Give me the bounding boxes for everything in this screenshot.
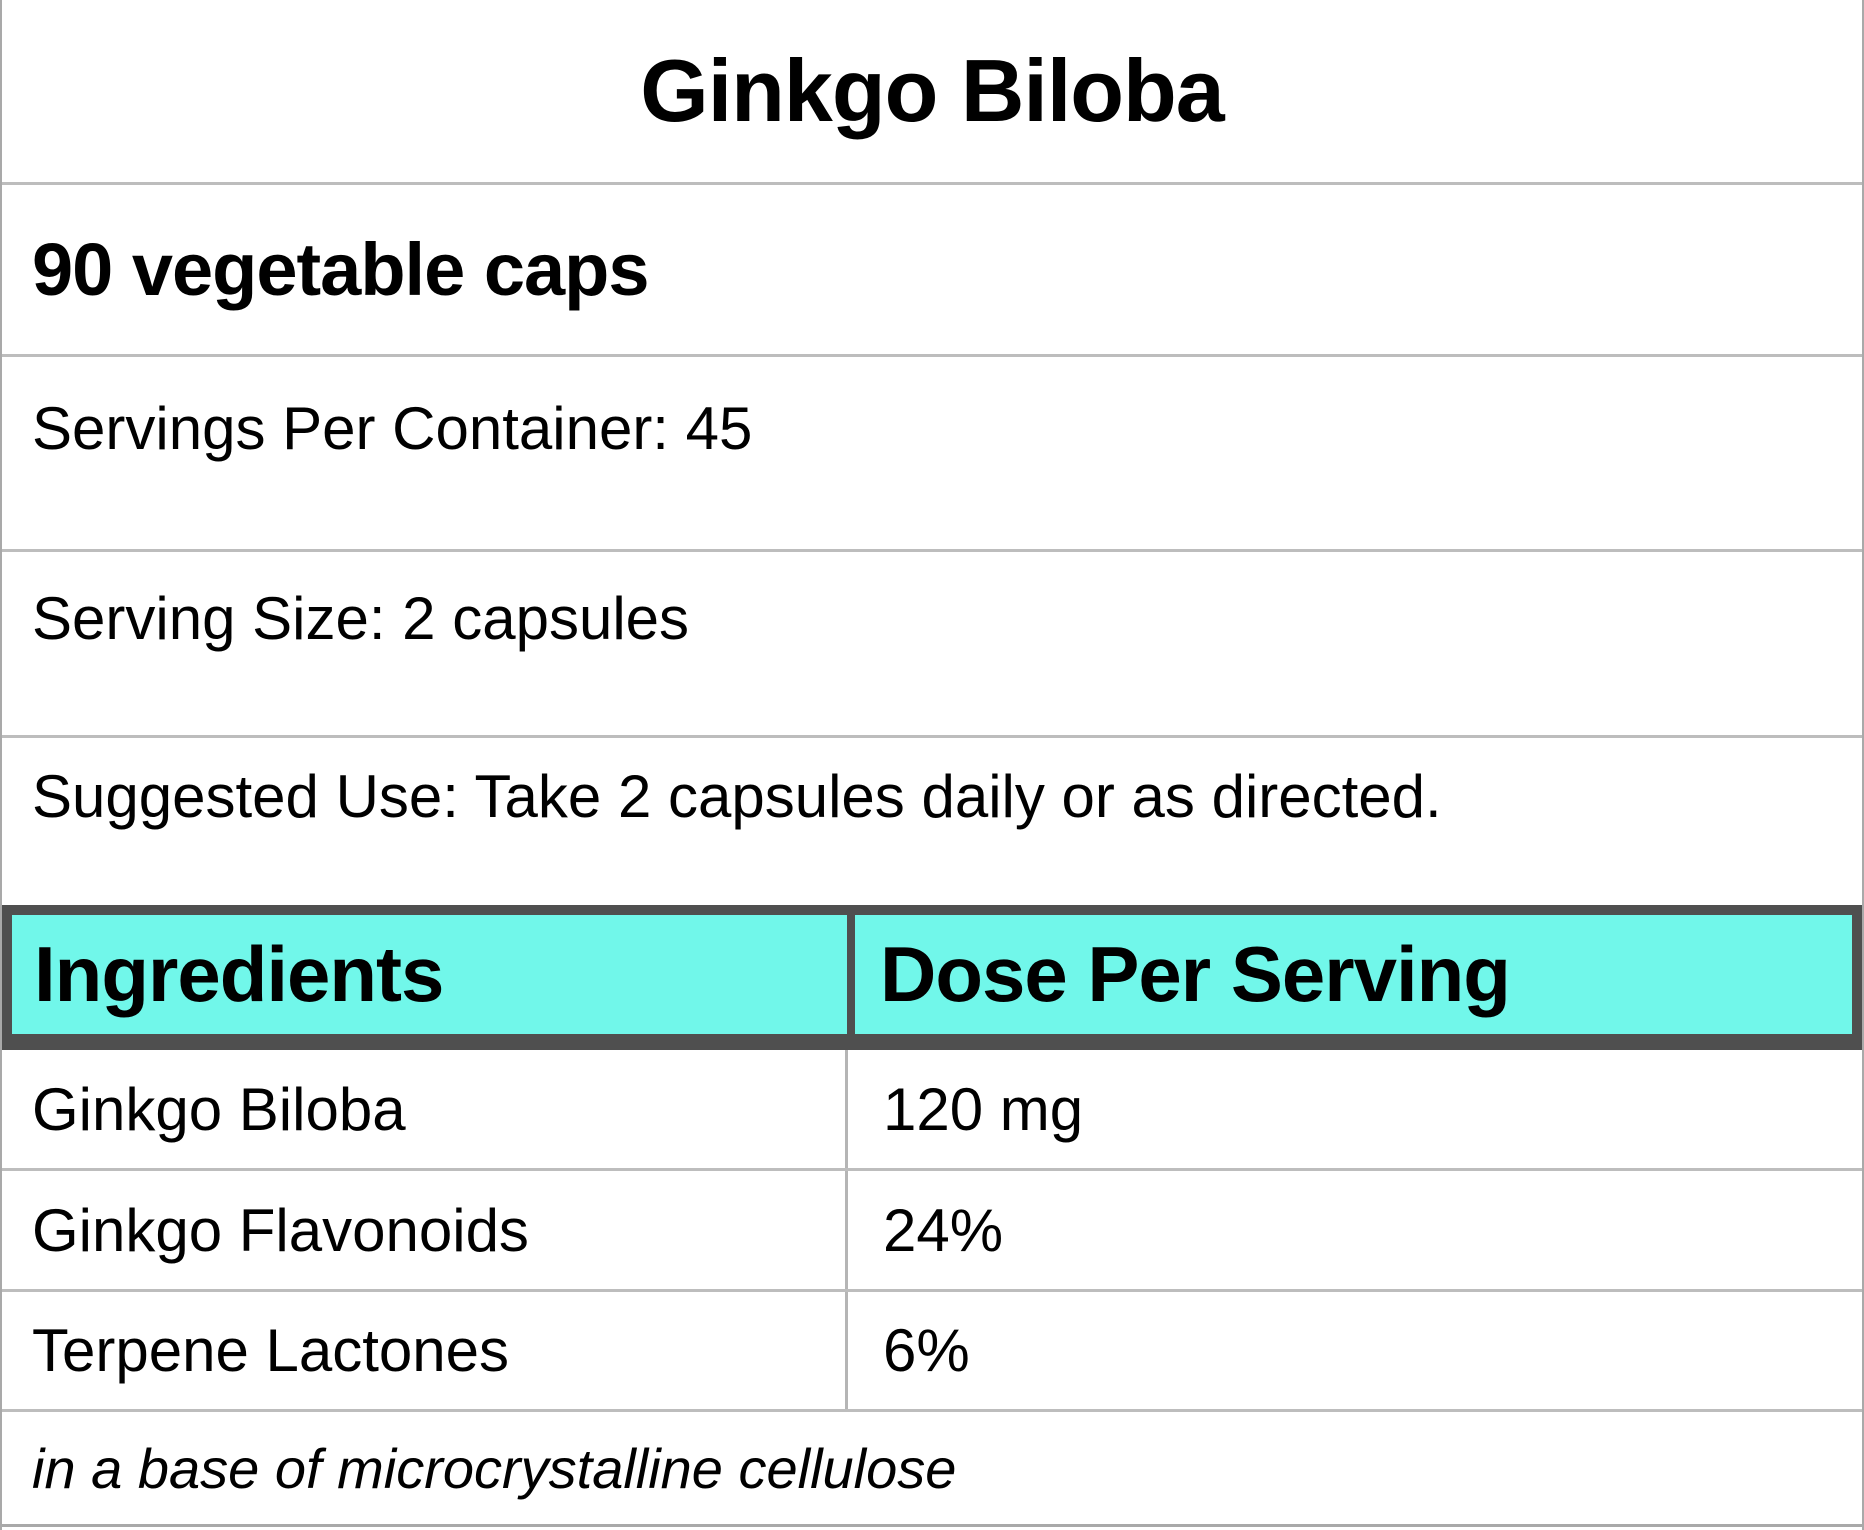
ingredient-name: Terpene Lactones (32, 1317, 510, 1384)
base-note-text: in a base of microcrystalline cellulose (32, 1436, 957, 1500)
ingredient-dose: 120 mg (883, 1075, 1084, 1143)
serving-size-text: Serving Size: 2 capsules (32, 585, 690, 652)
product-title: Ginkgo Biloba (640, 40, 1224, 140)
capsule-count: 90 vegetable caps (32, 227, 649, 311)
serving-size-row: Serving Size: 2 capsules (2, 552, 1862, 738)
ingredient-dose-cell: 6% (848, 1292, 1862, 1409)
ingredient-dose-cell: 120 mg (848, 1050, 1862, 1168)
ingredient-name-cell: Ginkgo Biloba (2, 1050, 848, 1168)
ingredient-dose: 24% (883, 1196, 1004, 1264)
quantity-row: 90 vegetable caps (2, 185, 1862, 357)
ingredient-name: Ginkgo Biloba (32, 1075, 406, 1143)
table-row: Terpene Lactones 6% (2, 1292, 1862, 1412)
ingredient-dose: 6% (883, 1317, 970, 1384)
base-note-row: in a base of microcrystalline cellulose (2, 1412, 1862, 1527)
table-row: Ginkgo Flavonoids 24% (2, 1171, 1862, 1292)
ingredient-dose-cell: 24% (848, 1171, 1862, 1289)
suggested-use-text: Suggested Use: Take 2 capsules daily or … (32, 763, 1442, 830)
servings-per-container-row: Servings Per Container: 45 (2, 357, 1862, 552)
suggested-use-row: Suggested Use: Take 2 capsules daily or … (2, 738, 1862, 905)
ingredients-header-label: Ingredients (34, 930, 444, 1018)
ingredient-name-cell: Ginkgo Flavonoids (2, 1171, 848, 1289)
dose-per-serving-header-cell: Dose Per Serving (855, 915, 1852, 1034)
servings-per-container-text: Servings Per Container: 45 (32, 394, 753, 462)
title-row: Ginkgo Biloba (2, 0, 1862, 185)
ingredients-table-header: Ingredients Dose Per Serving (2, 905, 1862, 1050)
ingredient-name: Ginkgo Flavonoids (32, 1196, 529, 1264)
ingredients-header-cell: Ingredients (12, 915, 847, 1034)
dose-per-serving-header-label: Dose Per Serving (880, 930, 1511, 1018)
table-row: Ginkgo Biloba 120 mg (2, 1050, 1862, 1171)
ingredient-name-cell: Terpene Lactones (2, 1292, 848, 1409)
